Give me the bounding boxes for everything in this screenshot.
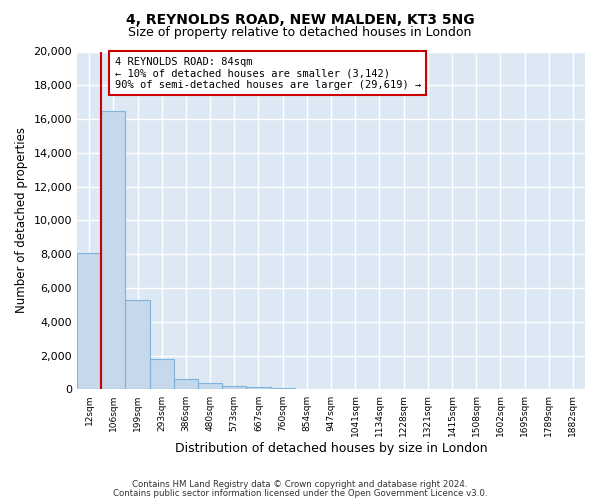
Bar: [247, 388, 271, 390]
Y-axis label: Number of detached properties: Number of detached properties: [15, 128, 28, 314]
X-axis label: Distribution of detached houses by size in London: Distribution of detached houses by size …: [175, 442, 487, 455]
Bar: [149, 359, 174, 390]
Bar: [174, 380, 198, 390]
Text: Contains public sector information licensed under the Open Government Licence v3: Contains public sector information licen…: [113, 488, 487, 498]
Bar: [222, 386, 247, 390]
Text: 4 REYNOLDS ROAD: 84sqm
← 10% of detached houses are smaller (3,142)
90% of semi-: 4 REYNOLDS ROAD: 84sqm ← 10% of detached…: [115, 56, 421, 90]
Text: 4, REYNOLDS ROAD, NEW MALDEN, KT3 5NG: 4, REYNOLDS ROAD, NEW MALDEN, KT3 5NG: [125, 12, 475, 26]
Bar: [198, 384, 222, 390]
Text: Size of property relative to detached houses in London: Size of property relative to detached ho…: [128, 26, 472, 39]
Bar: [77, 252, 101, 390]
Bar: [125, 300, 149, 390]
Bar: [101, 110, 125, 390]
Text: Contains HM Land Registry data © Crown copyright and database right 2024.: Contains HM Land Registry data © Crown c…: [132, 480, 468, 489]
Bar: [295, 388, 319, 390]
Bar: [271, 388, 295, 390]
